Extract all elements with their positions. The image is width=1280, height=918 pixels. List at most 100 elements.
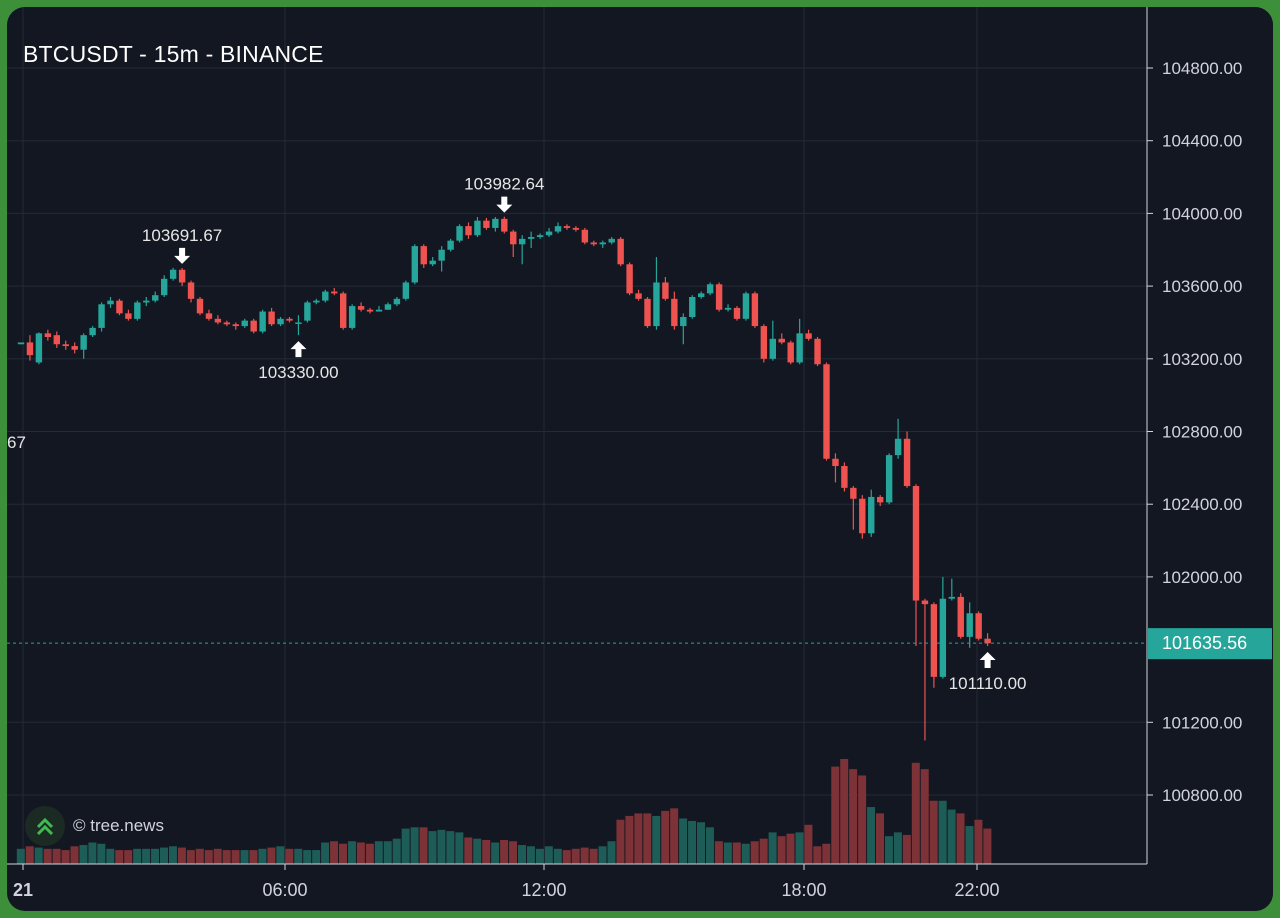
candle-body (107, 300, 114, 305)
candle-body (635, 293, 642, 299)
high-marker: 103982.64 (464, 175, 544, 213)
price-series (17, 216, 991, 741)
candle-body (411, 246, 418, 283)
candle-body (304, 302, 311, 321)
tree-news-logo-icon (25, 806, 65, 846)
time-tick-label: 12:00 (521, 880, 566, 900)
candle-body (680, 316, 687, 327)
candle (313, 298, 320, 305)
candle-body (71, 346, 78, 350)
candle (152, 291, 159, 303)
candle-body (402, 282, 410, 299)
candle-body (903, 438, 911, 487)
volume-bar (168, 846, 177, 864)
volume-bar (956, 813, 965, 864)
volume-bar (97, 843, 106, 864)
volume-bar (589, 848, 598, 864)
volume-bar (750, 841, 759, 864)
candle (161, 275, 168, 298)
time-axis[interactable]: 21 06:00 12:00 18:00 22:00 (7, 863, 1147, 900)
candle (134, 300, 141, 321)
price-tick-label: 102800.00 (1162, 423, 1242, 442)
candle-body (805, 333, 812, 339)
candle-body (796, 333, 803, 363)
volume-bar (410, 827, 419, 864)
candle (501, 216, 508, 234)
volume-bar (938, 800, 947, 864)
volume-bar (884, 836, 893, 864)
candle-body (35, 333, 43, 363)
volume-bar (974, 819, 983, 864)
volume-bar (437, 829, 446, 864)
candle-body (841, 466, 848, 488)
candle-body (187, 282, 195, 299)
volume-bar (61, 850, 70, 864)
candle (778, 333, 785, 345)
high-price-label: 103691.67 (142, 226, 222, 245)
volume-bar (428, 831, 437, 864)
candle (268, 307, 275, 327)
volume-bar (840, 759, 849, 864)
volume-bar (562, 850, 571, 864)
candle (62, 340, 69, 350)
candle-body (89, 327, 96, 336)
volume-bar (419, 827, 428, 864)
candle-body (760, 326, 768, 359)
low-price-label: 101110.00 (949, 674, 1027, 693)
candle-body (921, 600, 929, 605)
volume-bar (160, 847, 168, 864)
volume-bar (249, 850, 258, 864)
candle (921, 598, 929, 741)
candle (375, 306, 383, 312)
candle (125, 309, 132, 321)
candlestick-chart[interactable]: 103691.67 103330.00 103982.64 101110.00 67 10… (7, 7, 1273, 911)
candle (608, 237, 615, 245)
volume-bar (732, 842, 741, 864)
volume-bar (231, 850, 240, 864)
time-tick-label: 22:00 (954, 880, 999, 900)
candle-body (671, 298, 678, 327)
volume-bar (965, 826, 974, 864)
chart-panel[interactable]: 103691.67 103330.00 103982.64 101110.00 67 10… (7, 7, 1273, 911)
candle (626, 262, 633, 296)
candle-body (492, 218, 499, 228)
candle-body (617, 238, 624, 265)
candle (331, 287, 338, 296)
candle (903, 431, 911, 488)
volume-bar (795, 832, 804, 864)
candle-body (17, 342, 25, 345)
candle (187, 280, 195, 303)
candle (617, 237, 624, 267)
candle-body (223, 322, 231, 325)
candle-body (143, 300, 150, 303)
candle-body (375, 309, 383, 312)
volume-bar (151, 848, 160, 864)
candle-body (178, 269, 186, 283)
candle (984, 633, 991, 646)
candle (832, 453, 839, 483)
candle (241, 318, 248, 328)
volume-bar (88, 842, 97, 864)
candle (474, 217, 481, 238)
candle (17, 342, 25, 345)
candle (53, 331, 60, 348)
arrow-up-icon (290, 341, 307, 358)
price-axis[interactable]: 104800.00 104400.00 104000.00 103600.00 1032… (1146, 7, 1273, 911)
price-tick-label: 102400.00 (1162, 495, 1242, 514)
watermark-text: © tree.news (73, 816, 164, 835)
candle (429, 257, 436, 267)
candle-body (465, 226, 472, 236)
candle-body (62, 344, 69, 347)
candle-body (241, 320, 248, 327)
volume-bar (258, 848, 267, 864)
volume-bar (195, 848, 204, 864)
candle-body (250, 320, 257, 332)
candle-body (196, 298, 204, 314)
candle-body (214, 318, 222, 323)
candle-body (429, 260, 436, 265)
volume-bar (652, 815, 661, 864)
candle-body (366, 309, 374, 312)
candle (885, 453, 893, 505)
volume-series (16, 759, 992, 864)
volume-bar (553, 848, 562, 864)
